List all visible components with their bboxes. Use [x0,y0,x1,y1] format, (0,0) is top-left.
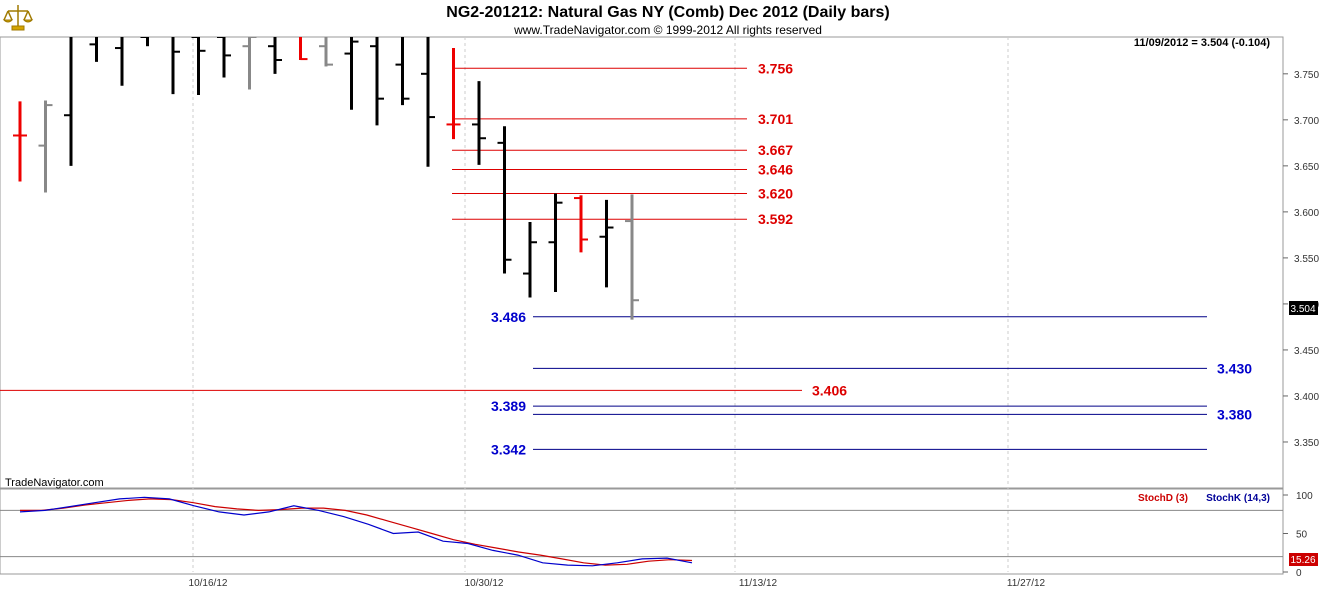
red-level-label: 3.620 [758,185,793,201]
y-tick-label: 3.450 [1294,346,1319,357]
stoch-marker [1289,553,1318,566]
y-tick-label: 3.600 [1294,208,1319,219]
red-level-label: 3.406 [812,382,847,398]
legend-stoch-d: StochD (3) [1138,493,1188,504]
y-tick-label: 3.400 [1294,392,1319,403]
last-quote: 11/09/2012 = 3.504 (-0.104) [1134,37,1270,49]
ohlc-bar [191,37,206,95]
y-tick-label: 3.650 [1294,162,1319,173]
watermark: TradeNavigator.com [5,477,104,489]
blue-level-label: 3.389 [491,398,526,414]
x-tick-label: 11/13/12 [739,578,778,589]
price-marker [1289,301,1318,315]
blue-level-label: 3.430 [1217,360,1252,376]
stochastic-panel [0,488,1284,575]
copyright-text: www.TradeNavigator.com © 1999-2012 All r… [513,23,822,37]
ohlc-bar [13,101,27,182]
ohlc-bar [574,195,588,253]
red-level-label: 3.756 [758,60,793,76]
blue-level-label: 3.486 [491,309,526,325]
ohlc-bar [299,37,308,61]
ohlc-bar [625,194,639,320]
price-marker-label: 3.504 [1290,304,1315,315]
ohlc-bar [217,37,231,78]
ohlc-bar [472,81,486,165]
stoch-tick-label: 0 [1296,568,1302,579]
ohlc-bar [268,37,282,74]
stoch-tick-label: 100 [1296,491,1313,502]
ohlc-bar [446,48,461,140]
y-tick-label: 3.350 [1294,438,1319,449]
y-tick-label: 3.700 [1294,116,1319,127]
ohlc-bar [171,37,180,95]
chart-title: NG2-201212: Natural Gas NY (Comb) Dec 20… [446,4,889,21]
ohlc-bar [38,100,53,193]
ohlc-bar [64,37,73,166]
ohlc-bar [344,37,359,110]
scale-logo-icon [2,2,34,32]
stoch-k-line [19,496,693,567]
ohlc-bar [421,37,435,167]
ohlc-bar [548,193,563,292]
blue-level-label: 3.342 [491,441,526,457]
x-tick-label: 10/30/12 [465,578,504,589]
ohlc-bar [523,222,537,298]
stoch-d-line [20,498,693,566]
red-level-label: 3.592 [758,211,793,227]
blue-level-label: 3.380 [1217,406,1252,422]
x-tick-label: 11/27/12 [1007,578,1046,589]
x-tick-label: 10/16/12 [189,578,228,589]
red-level-label: 3.701 [758,111,793,127]
legend-stoch-k: StochK (14,3) [1206,493,1270,504]
red-level-label: 3.646 [758,162,793,178]
price-panel [0,36,1284,489]
stoch-marker-label: 15.26 [1290,555,1315,566]
ohlc-bar [599,199,614,288]
y-tick-label: 3.750 [1294,70,1319,81]
ohlc-bar [115,37,124,86]
red-level-label: 3.667 [758,142,793,158]
y-tick-label: 3.550 [1294,254,1319,265]
ohlc-bar [89,37,98,62]
ohlc-bar [242,37,257,90]
ohlc-bar [370,37,384,126]
ohlc-bar [395,37,410,106]
ohlc-bar [140,37,149,47]
ohlc-bar [319,37,333,67]
ohlc-bar [497,126,512,274]
stoch-tick-label: 50 [1296,530,1308,541]
